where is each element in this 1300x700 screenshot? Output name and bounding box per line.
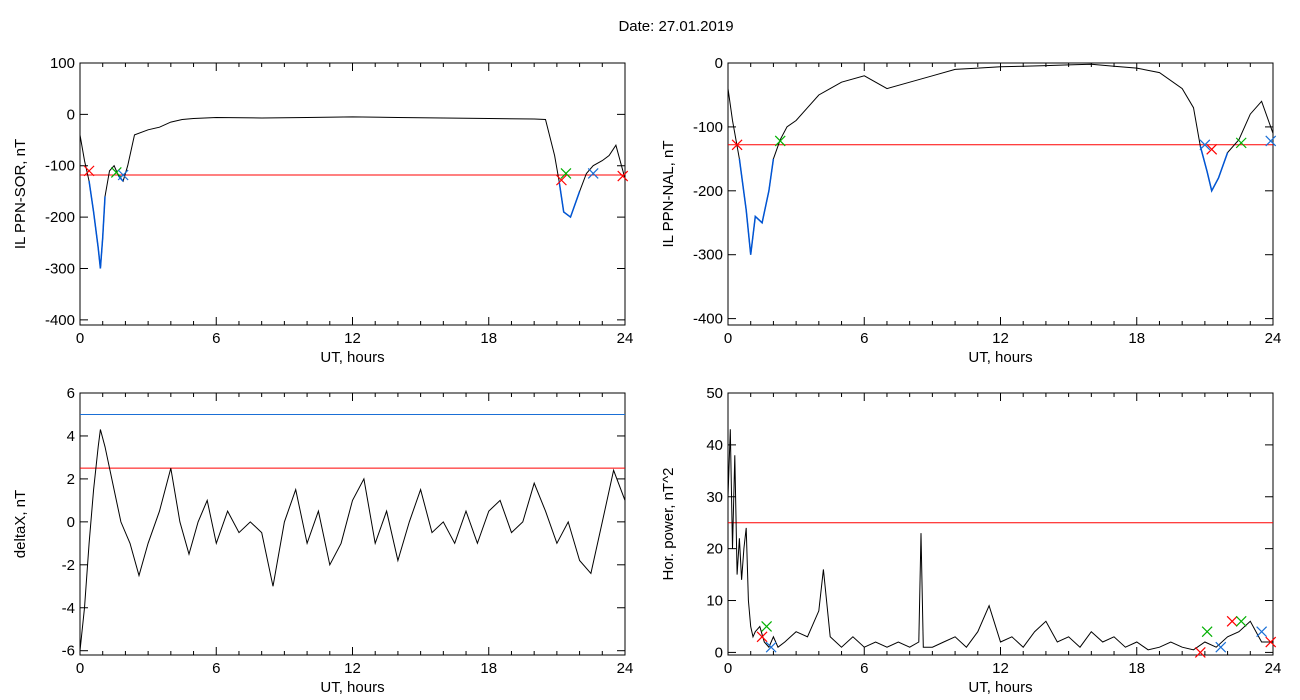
y-tick-label: 0 (715, 55, 723, 72)
event-marker (756, 631, 768, 643)
event-marker (1235, 615, 1247, 627)
event-marker (617, 170, 629, 182)
event-marker (1201, 626, 1213, 638)
y-tick-label: -6 (62, 643, 75, 660)
highlight-segment (88, 181, 106, 269)
highlight-segment (558, 181, 581, 219)
x-tick-label: 12 (992, 330, 1009, 347)
panel-sor: 0 6 12 18 24 100 0 -100 -200 -300 -400 UT, hours IL … (12, 55, 633, 366)
y-tick-label: -300 (45, 260, 75, 277)
y-tick-label: 20 (706, 541, 723, 558)
x-tick-label: 6 (212, 330, 220, 347)
y-axis-label: Hor. power, nT^2 (660, 468, 677, 581)
event-marker (1206, 143, 1218, 155)
panel-nal: 0 6 12 18 24 0 -100 -200 -300 -400 UT, hours IL PPN… (660, 55, 1281, 366)
event-marker (1235, 137, 1247, 149)
y-tick-label: 2 (67, 471, 75, 488)
x-tick-label: 18 (480, 660, 497, 677)
event-marker (1256, 626, 1268, 638)
x-tick-label: 24 (1265, 330, 1282, 347)
y-tick-label: -200 (693, 183, 723, 200)
y-tick-label: 0 (67, 514, 75, 531)
y-axis-label: IL PPN-NAL, nT (660, 141, 677, 248)
x-tick-label: 12 (992, 660, 1009, 677)
plot-frame (727, 62, 1274, 326)
y-tick-label: 100 (50, 55, 75, 72)
x-tick-label: 18 (1128, 660, 1145, 677)
event-marker (1265, 636, 1277, 648)
x-axis-label: UT, hours (320, 349, 384, 366)
x-tick-label: 0 (76, 330, 84, 347)
x-tick-label: 6 (860, 330, 868, 347)
event-marker (555, 174, 567, 186)
event-marker (587, 168, 599, 179)
y-axis-label: deltaX, nT (12, 490, 29, 558)
event-marker (110, 166, 122, 178)
plot-frame (79, 392, 626, 656)
y-tick-label: -4 (62, 600, 75, 617)
x-tick-label: 24 (617, 330, 634, 347)
event-marker (1215, 641, 1227, 653)
y-tick-label: 10 (706, 593, 723, 610)
y-tick-label: 40 (706, 437, 723, 454)
series-line (727, 429, 1273, 651)
x-axis-label: UT, hours (968, 349, 1032, 366)
y-tick-label: -100 (45, 158, 75, 175)
plot-frame (79, 62, 626, 326)
x-tick-label: 0 (724, 660, 732, 677)
y-tick-label: -400 (693, 311, 723, 328)
x-tick-label: 12 (344, 660, 361, 677)
x-tick-label: 24 (1265, 660, 1282, 677)
x-tick-label: 6 (212, 660, 220, 677)
plot-frame (727, 392, 1274, 656)
event-marker (731, 139, 743, 151)
event-marker (83, 165, 95, 177)
event-marker (1194, 646, 1206, 658)
x-tick-label: 12 (344, 330, 361, 347)
y-tick-label: 0 (715, 644, 723, 661)
event-marker (774, 135, 786, 147)
event-marker (1265, 135, 1277, 147)
series-line (727, 63, 1274, 255)
x-tick-label: 18 (1128, 330, 1145, 347)
panel-deltax: 0 6 12 18 24 6 4 2 0 -2 -4 -6 UT, hours deltaX, nT (12, 385, 633, 696)
y-tick-label: -400 (45, 312, 75, 329)
highlight-segment (1199, 145, 1229, 193)
x-axis-label: UT, hours (320, 679, 384, 696)
y-tick-label: 50 (706, 385, 723, 402)
event-marker (117, 169, 129, 181)
y-tick-label: 6 (67, 385, 75, 402)
x-tick-label: 0 (76, 660, 84, 677)
x-tick-label: 18 (480, 330, 497, 347)
y-tick-label: -2 (62, 557, 75, 574)
highlight-segment (118, 175, 124, 182)
highlight-segment (738, 158, 775, 255)
page-title: Date: 27.01.2019 (618, 18, 734, 35)
y-tick-label: 4 (67, 428, 75, 445)
event-marker (765, 641, 777, 653)
y-axis-label: IL PPN-SOR, nT (12, 139, 29, 249)
x-tick-label: 0 (724, 330, 732, 347)
event-marker (1199, 139, 1211, 151)
y-tick-label: -100 (693, 119, 723, 136)
series-line (79, 429, 626, 651)
y-tick-label: 0 (67, 106, 75, 123)
x-axis-label: UT, hours (968, 679, 1032, 696)
y-tick-label: -300 (693, 247, 723, 264)
event-marker (1226, 615, 1238, 627)
event-marker (761, 621, 773, 632)
y-tick-label: -200 (45, 209, 75, 226)
x-tick-label: 6 (860, 660, 868, 677)
series-line (79, 116, 626, 269)
event-marker (560, 168, 572, 179)
y-tick-label: 30 (706, 489, 723, 506)
x-tick-label: 24 (617, 660, 634, 677)
panel-hor-power: 0 6 12 18 24 50 40 30 20 10 0 UT, hours Hor. power, … (660, 385, 1281, 696)
